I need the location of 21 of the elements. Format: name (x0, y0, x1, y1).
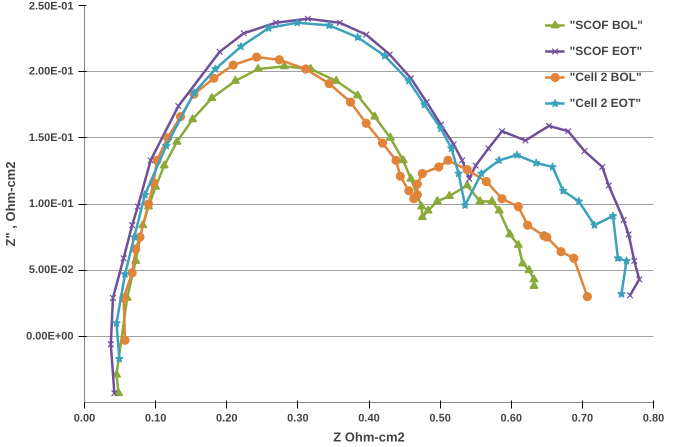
legend-label: "SCOF BOL" (570, 18, 643, 32)
legend-label: "Cell 2 BOL" (570, 70, 642, 84)
y-axis-title: Z" , Ohm-cm2 (3, 162, 18, 246)
x-tick-label: 0.50 (429, 412, 451, 424)
y-tick-label: 2.00E-01 (28, 66, 74, 78)
x-tick-label: 0.40 (358, 412, 380, 424)
x-tick-label: 0.60 (500, 412, 522, 424)
x-tick-label: 0.70 (572, 412, 594, 424)
y-tick-label: 2.50E-01 (28, 0, 74, 12)
y-tick-label: 1.50E-01 (28, 132, 74, 144)
x-tick-label: 0.30 (287, 412, 309, 424)
x-tick-label: 0.10 (144, 412, 166, 424)
y-tick-label: 0.00E+00 (26, 330, 74, 342)
legend-label: "Cell 2 EOT" (570, 96, 642, 110)
x-tick-label: 0.00 (74, 412, 96, 424)
y-tick-label: 1.00E-01 (28, 198, 74, 210)
y-tick-label: 5.00E-02 (28, 264, 74, 276)
x-tick-label: 0.80 (642, 412, 664, 424)
x-axis-title: Z Ohm-cm2 (333, 430, 405, 444)
x-tick-label: 0.20 (216, 412, 238, 424)
legend-label: "SCOF EOT" (570, 44, 642, 58)
